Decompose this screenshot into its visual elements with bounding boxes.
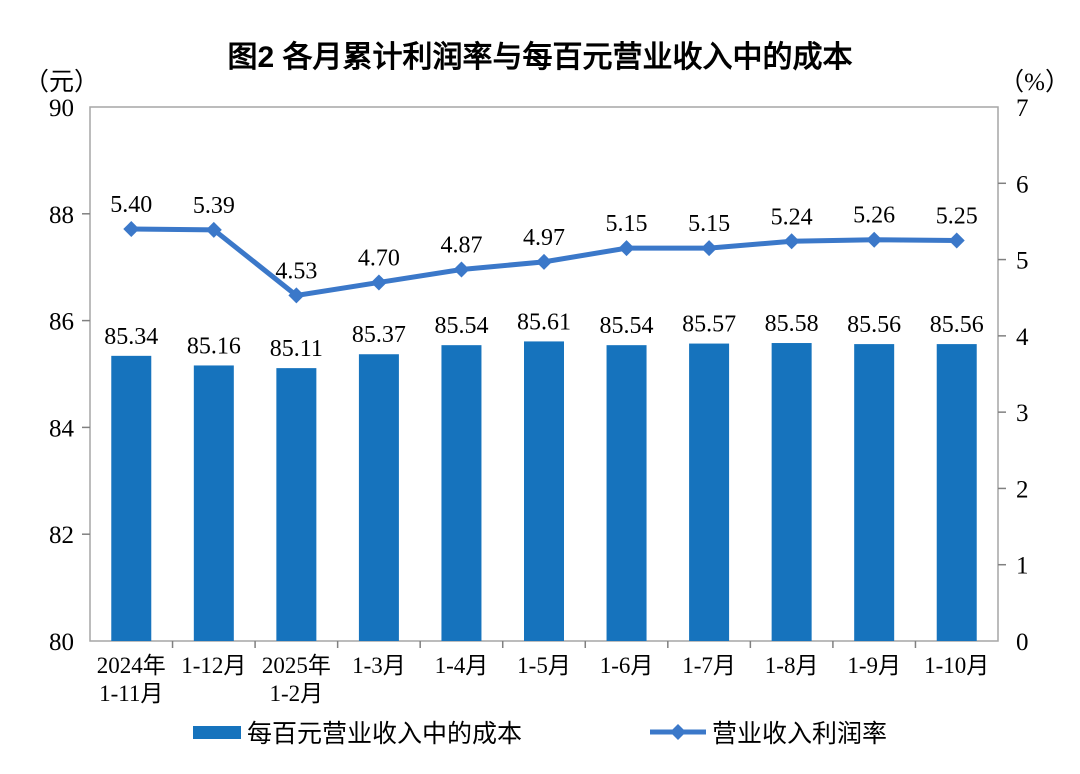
cost-bar (193, 365, 234, 641)
line-point-diamond-marker (866, 231, 883, 248)
cost-bar (441, 345, 482, 641)
x-category-label: 1-10月 (924, 653, 989, 678)
x-category-label: 2024年 (97, 653, 166, 678)
line-value-label: 5.15 (606, 211, 648, 237)
line-value-label: 5.39 (193, 193, 235, 219)
bar-value-label: 85.37 (352, 322, 406, 348)
cost-bar (689, 343, 730, 641)
line-value-label: 5.25 (936, 204, 978, 230)
left-axis-unit: （元） (24, 69, 100, 96)
line-point-diamond-marker (701, 240, 718, 257)
right-axis-tick-label: 2 (1016, 476, 1029, 503)
right-axis-unit: （%） (999, 69, 1070, 96)
line-point-diamond-marker (288, 287, 305, 304)
cost-bar (854, 344, 895, 641)
x-category-label: 1-11月 (99, 681, 163, 706)
line-value-label: 5.40 (110, 192, 152, 218)
line-value-label: 4.53 (275, 258, 317, 284)
legend-bar-swatch-icon (192, 725, 241, 739)
cost-bar (771, 343, 812, 641)
x-category-label: 1-4月 (435, 653, 489, 678)
line-point-diamond-marker (205, 221, 222, 238)
line-value-label: 5.24 (771, 204, 813, 230)
legend-line-swatch-icon (650, 724, 706, 740)
right-axis-tick-label: 7 (1016, 95, 1029, 122)
line-point-diamond-marker (783, 233, 800, 250)
left-axis-tick-label: 90 (49, 95, 74, 122)
x-category-label: 1-7月 (682, 653, 736, 678)
cost-bar (524, 341, 564, 641)
legend-line-diamond-marker (670, 724, 686, 740)
line-value-label: 5.15 (688, 211, 730, 237)
bar-value-label: 85.11 (270, 336, 323, 362)
bar-value-label: 85.54 (600, 313, 654, 339)
line-value-label: 5.26 (853, 203, 895, 229)
line-point-diamond-marker (948, 232, 965, 249)
line-point-diamond-marker (123, 221, 140, 238)
right-axis-tick-label: 4 (1016, 324, 1029, 351)
right-axis-tick-label: 6 (1016, 171, 1029, 198)
chart-plot: 80 82 84 86 88 90 0 1 2 3 4 5 6 7 2024年 1-11月 1-12月 2025年… (49, 95, 1029, 706)
legend-line-label: 营业收入利润率 (712, 721, 888, 748)
left-axis-tick-label: 86 (49, 309, 74, 336)
line-point-diamond-marker (370, 274, 387, 291)
bar-value-label: 85.34 (104, 324, 158, 350)
cost-bar (358, 354, 399, 641)
cost-bar (936, 344, 977, 641)
x-category-label: 1-2月 (270, 681, 324, 706)
bar-value-label: 85.56 (847, 312, 901, 338)
line-point-diamond-marker (536, 253, 552, 270)
line-point-diamond-marker (453, 261, 470, 278)
x-category-label: 2025年 (262, 653, 331, 678)
left-axis-tick-label: 80 (49, 629, 74, 656)
legend-item-cost: 每百元营业收入中的成本 (192, 714, 522, 750)
right-axis-tick-label: 3 (1016, 400, 1029, 427)
x-category-label: 1-6月 (600, 653, 654, 678)
chart-title: 图2 各月累计利润率与每百元营业收入中的成本 (227, 41, 853, 74)
x-category-label: 1-12月 (181, 653, 246, 678)
left-axis-tick-label: 84 (49, 415, 75, 442)
bar-value-label: 85.57 (682, 312, 736, 338)
bar-value-label: 85.61 (517, 309, 571, 335)
right-axis-tick-label: 1 (1016, 553, 1029, 580)
bar-value-label: 85.58 (765, 311, 819, 337)
x-category-label: 1-8月 (765, 653, 819, 678)
left-axis-tick-label: 82 (49, 522, 74, 549)
bar-value-label: 85.54 (434, 313, 488, 339)
right-axis-tick-label: 0 (1016, 629, 1029, 656)
line-point-diamond-marker (618, 240, 635, 257)
cost-bar (606, 345, 647, 641)
x-category-label: 1-3月 (352, 653, 406, 678)
legend-bar-label: 每百元营业收入中的成本 (246, 721, 522, 748)
left-axis-tick-label: 88 (49, 202, 74, 229)
cost-bar (111, 355, 152, 641)
cost-bar (276, 368, 317, 641)
x-category-label: 1-9月 (847, 653, 901, 678)
x-category-label: 1-5月 (517, 653, 571, 678)
bar-value-label: 85.56 (930, 312, 984, 338)
legend: 每百元营业收入中的成本 营业收入利润率 (0, 714, 1080, 750)
line-value-label: 4.87 (440, 232, 482, 258)
line-value-label: 4.70 (358, 245, 400, 271)
legend-item-margin: 营业收入利润率 (650, 714, 887, 750)
line-value-label: 4.97 (523, 225, 565, 251)
right-axis-tick-label: 5 (1016, 248, 1029, 275)
bar-value-label: 85.16 (187, 333, 241, 359)
